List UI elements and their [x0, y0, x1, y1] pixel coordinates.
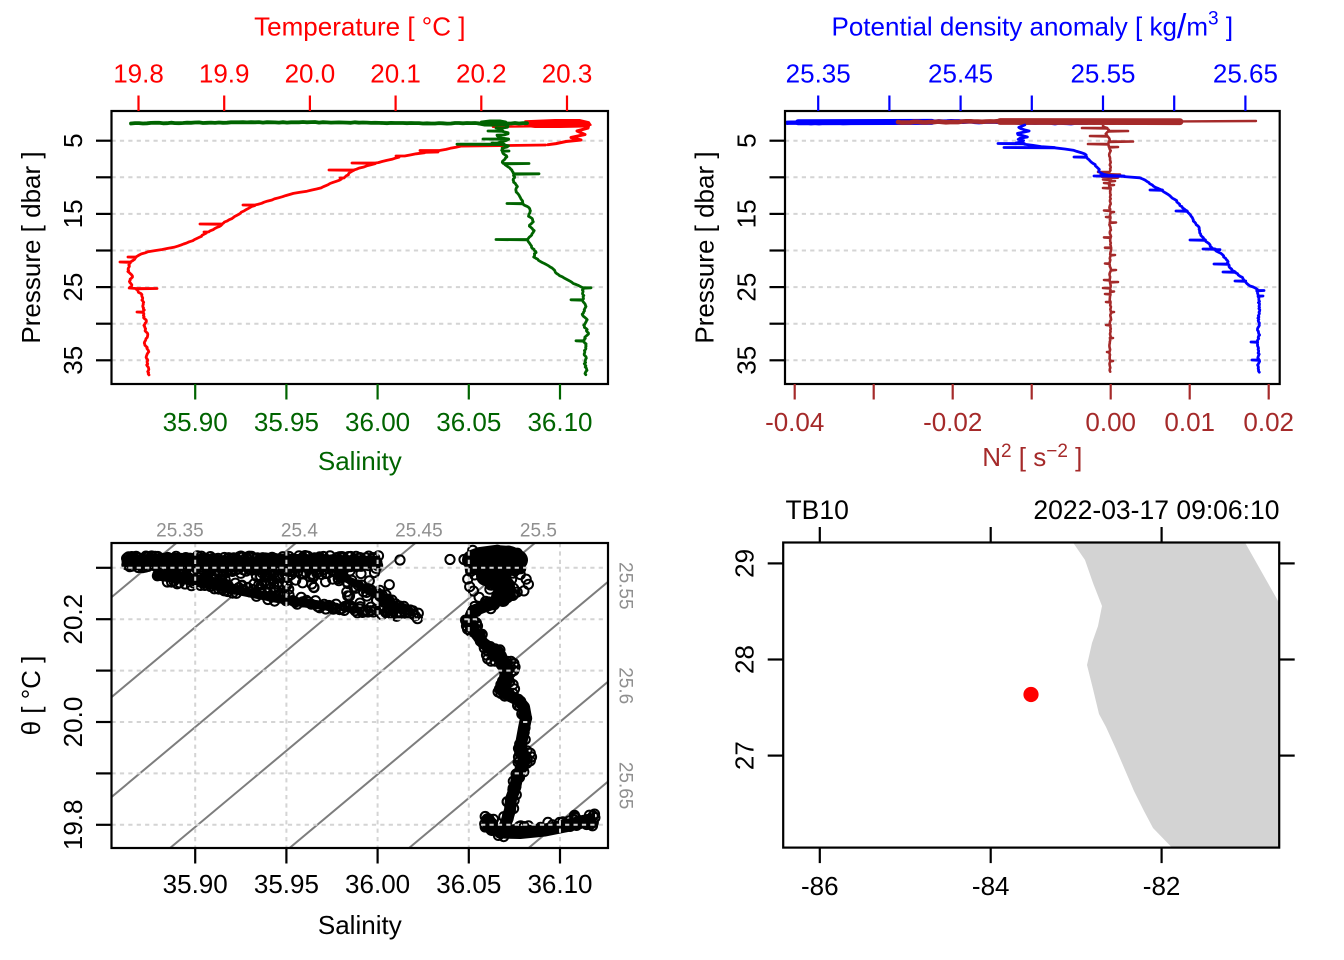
svg-text:5: 5 [732, 133, 762, 147]
svg-text:Potential density anomaly [ kg: Potential density anomaly [ kg/m3 ] [832, 8, 1234, 46]
svg-text:35.90: 35.90 [163, 407, 228, 437]
svg-text:TB10: TB10 [786, 495, 849, 525]
svg-text:25: 25 [732, 273, 762, 302]
svg-text:35: 35 [58, 346, 88, 375]
svg-text:25: 25 [58, 273, 88, 302]
svg-text:28: 28 [730, 645, 760, 674]
svg-text:36.10: 36.10 [527, 407, 592, 437]
svg-text:36.05: 36.05 [436, 869, 501, 899]
svg-text:20.0: 20.0 [58, 697, 88, 748]
svg-text:Pressure [ dbar ]: Pressure [ dbar ] [690, 151, 720, 343]
svg-text:19.8: 19.8 [58, 799, 88, 850]
svg-text:25.55: 25.55 [615, 562, 636, 610]
svg-text:25.5: 25.5 [520, 521, 557, 542]
svg-text:20.3: 20.3 [542, 59, 593, 89]
svg-text:25.65: 25.65 [1213, 59, 1278, 89]
svg-text:25.35: 25.35 [156, 521, 204, 542]
svg-text:36.00: 36.00 [345, 869, 410, 899]
svg-text:35: 35 [732, 346, 762, 375]
svg-text:35.90: 35.90 [163, 869, 228, 899]
svg-text:27: 27 [730, 741, 760, 770]
svg-text:2022-03-17 09:06:10: 2022-03-17 09:06:10 [1033, 495, 1279, 525]
svg-text:θ [ °C ]: θ [ °C ] [16, 656, 46, 736]
svg-text:20.2: 20.2 [58, 594, 88, 645]
svg-text:25.35: 25.35 [786, 59, 851, 89]
svg-text:0.02: 0.02 [1243, 407, 1294, 437]
svg-text:19.9: 19.9 [199, 59, 250, 89]
svg-text:-0.02: -0.02 [923, 407, 982, 437]
svg-text:Temperature [ °C ]: Temperature [ °C ] [254, 12, 465, 42]
svg-text:15: 15 [58, 199, 88, 228]
svg-text:20.1: 20.1 [370, 59, 421, 89]
svg-text:0.00: 0.00 [1085, 407, 1136, 437]
svg-text:36.10: 36.10 [527, 869, 592, 899]
svg-text:29: 29 [730, 549, 760, 578]
svg-text:35.95: 35.95 [254, 869, 319, 899]
svg-text:36.05: 36.05 [436, 407, 501, 437]
svg-text:Salinity: Salinity [318, 446, 402, 476]
svg-text:0.01: 0.01 [1164, 407, 1215, 437]
svg-text:-84: -84 [972, 871, 1010, 901]
svg-text:-0.04: -0.04 [765, 407, 824, 437]
svg-text:20.0: 20.0 [285, 59, 336, 89]
svg-text:Pressure [ dbar ]: Pressure [ dbar ] [16, 151, 46, 343]
svg-text:25.65: 25.65 [615, 762, 636, 810]
svg-text:Salinity: Salinity [318, 910, 402, 940]
svg-text:25.55: 25.55 [1070, 59, 1135, 89]
svg-text:15: 15 [732, 199, 762, 228]
svg-text:25.45: 25.45 [395, 521, 443, 542]
svg-text:19.8: 19.8 [113, 59, 164, 89]
svg-text:N2 [ s−2 ]: N2 [ s−2 ] [982, 441, 1082, 472]
svg-text:-86: -86 [801, 871, 839, 901]
svg-text:25.6: 25.6 [615, 667, 636, 704]
svg-text:20.2: 20.2 [456, 59, 507, 89]
svg-text:5: 5 [58, 133, 88, 147]
svg-text:25.45: 25.45 [928, 59, 993, 89]
svg-text:36.00: 36.00 [345, 407, 410, 437]
svg-text:25.4: 25.4 [281, 521, 318, 542]
svg-text:35.95: 35.95 [254, 407, 319, 437]
svg-text:-82: -82 [1143, 871, 1181, 901]
